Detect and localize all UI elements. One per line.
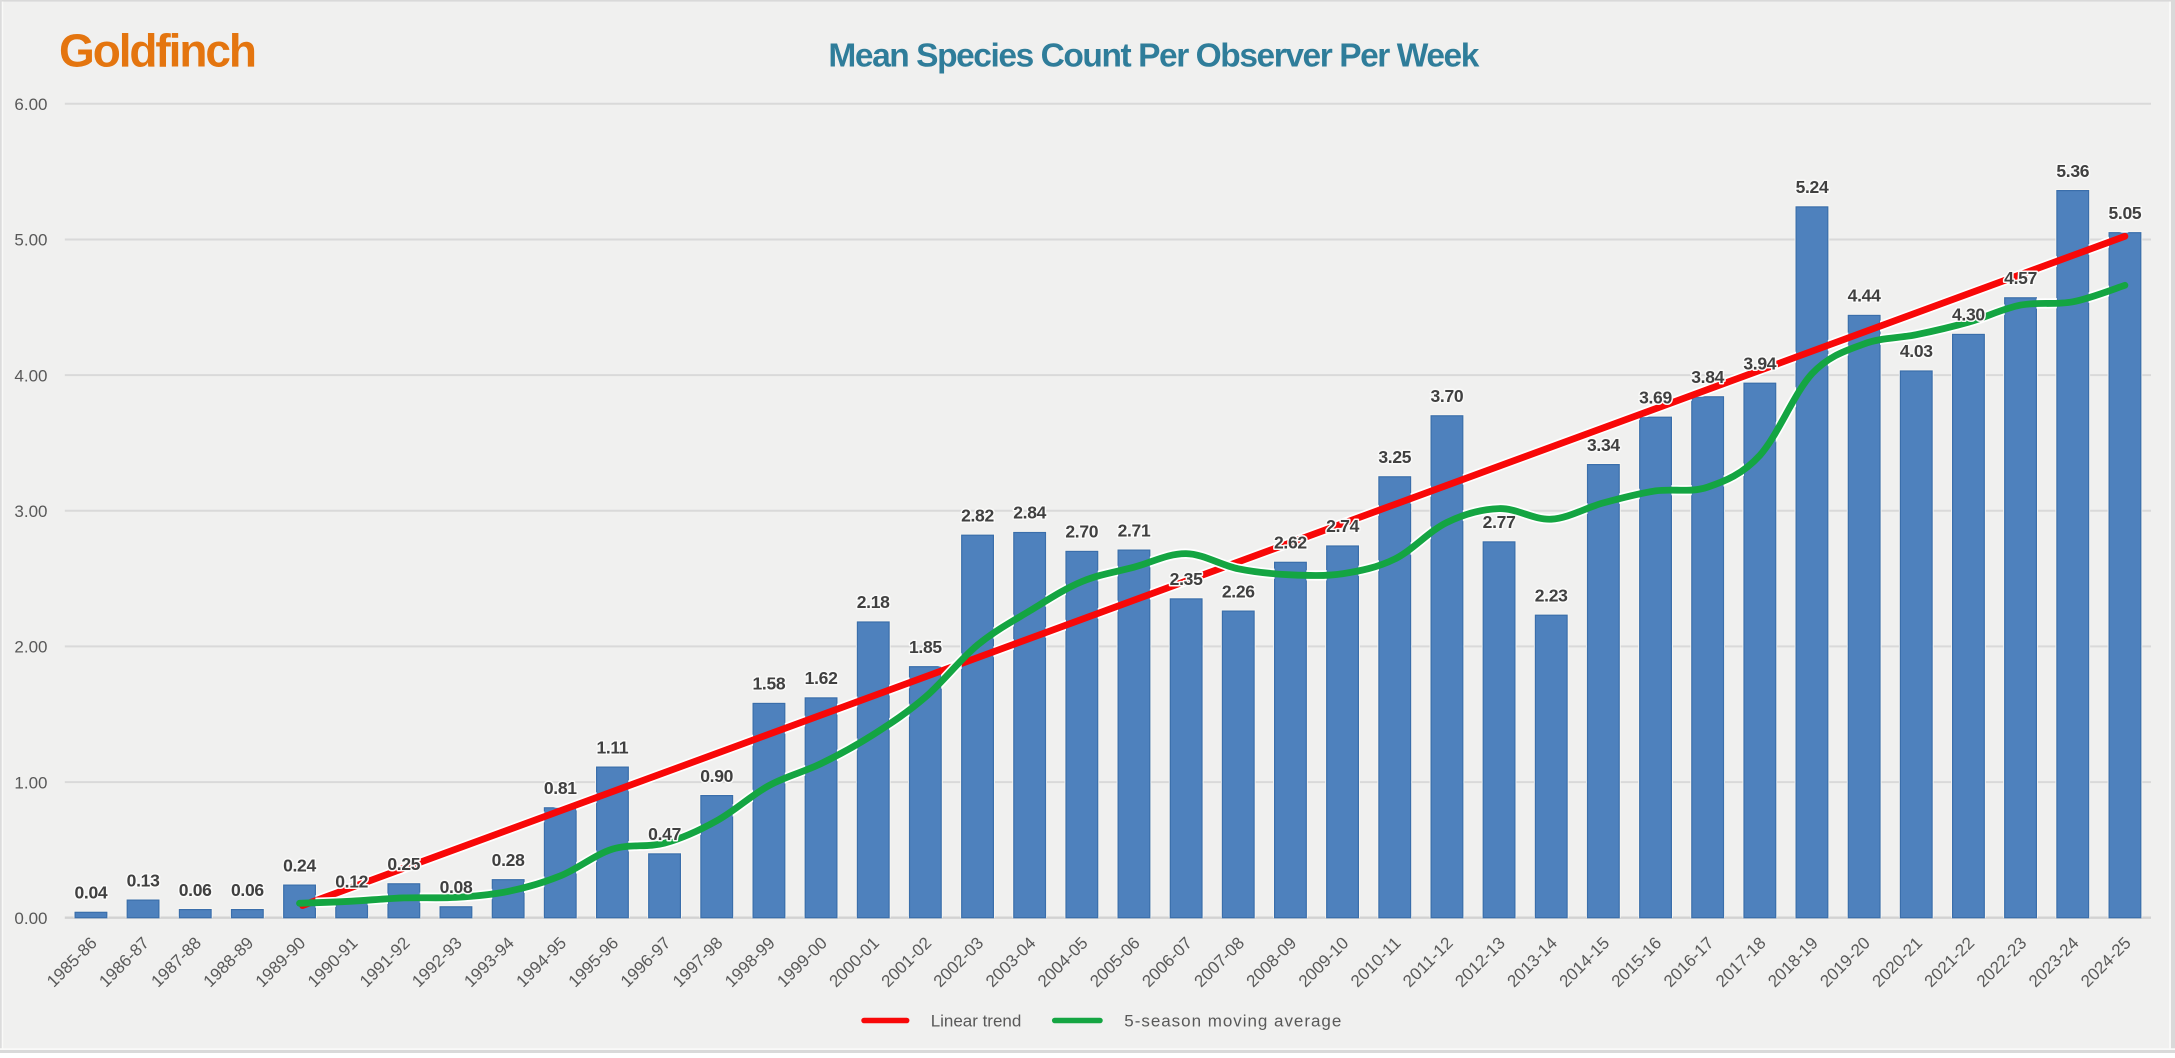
svg-text:4.57: 4.57 [2004,268,2037,288]
svg-text:2.84: 2.84 [1013,503,1046,523]
svg-text:Mean Species Count Per Observe: Mean Species Count Per Observer Per Week [828,37,1479,74]
svg-text:4.30: 4.30 [1952,305,1985,325]
svg-text:Linear trend: Linear trend [931,1012,1022,1031]
svg-text:5.24: 5.24 [1796,177,1829,197]
svg-text:0.08: 0.08 [440,877,473,897]
svg-text:0.00: 0.00 [14,909,47,928]
svg-text:2.18: 2.18 [857,592,890,612]
svg-text:0.90: 0.90 [700,766,733,786]
svg-text:2.77: 2.77 [1483,512,1516,532]
svg-text:0.06: 0.06 [179,880,212,900]
svg-text:4.44: 4.44 [1848,286,1881,306]
svg-text:1.62: 1.62 [805,668,838,688]
svg-text:5-season moving average: 5-season moving average [1124,1012,1341,1031]
svg-text:0.12: 0.12 [335,872,368,892]
svg-text:0.28: 0.28 [492,850,525,870]
svg-text:2.35: 2.35 [1170,569,1203,589]
svg-text:0.06: 0.06 [231,880,264,900]
svg-text:1.85: 1.85 [909,637,942,657]
svg-text:0.25: 0.25 [387,854,420,874]
svg-text:2.71: 2.71 [1118,520,1151,540]
svg-text:Goldfinch: Goldfinch [59,25,257,77]
svg-text:2.00: 2.00 [14,638,47,657]
svg-text:3.84: 3.84 [1691,367,1724,387]
svg-text:2.70: 2.70 [1065,522,1098,542]
svg-text:1.11: 1.11 [596,737,628,757]
svg-text:4.03: 4.03 [1900,341,1933,361]
svg-text:3.70: 3.70 [1430,386,1463,406]
svg-text:2.62: 2.62 [1274,533,1307,553]
svg-text:2.74: 2.74 [1326,516,1359,536]
svg-text:5.05: 5.05 [2108,203,2141,223]
svg-text:3.00: 3.00 [14,502,47,521]
svg-text:3.94: 3.94 [1743,353,1776,373]
svg-text:6.00: 6.00 [14,95,47,114]
svg-text:0.81: 0.81 [544,778,577,798]
svg-text:2.82: 2.82 [961,505,994,525]
svg-text:0.24: 0.24 [283,855,316,875]
svg-text:1.00: 1.00 [14,773,47,792]
svg-text:3.69: 3.69 [1639,387,1672,407]
svg-text:0.47: 0.47 [648,824,681,844]
svg-text:0.04: 0.04 [74,883,107,903]
svg-text:1.58: 1.58 [752,674,785,694]
svg-text:3.34: 3.34 [1587,435,1620,455]
svg-text:4.00: 4.00 [14,366,47,385]
svg-text:3.25: 3.25 [1378,447,1411,467]
svg-text:0.13: 0.13 [127,870,160,890]
svg-text:2.26: 2.26 [1222,581,1255,601]
svg-text:2.23: 2.23 [1535,585,1568,605]
svg-text:5.00: 5.00 [14,231,47,250]
svg-text:5.36: 5.36 [2056,161,2089,181]
